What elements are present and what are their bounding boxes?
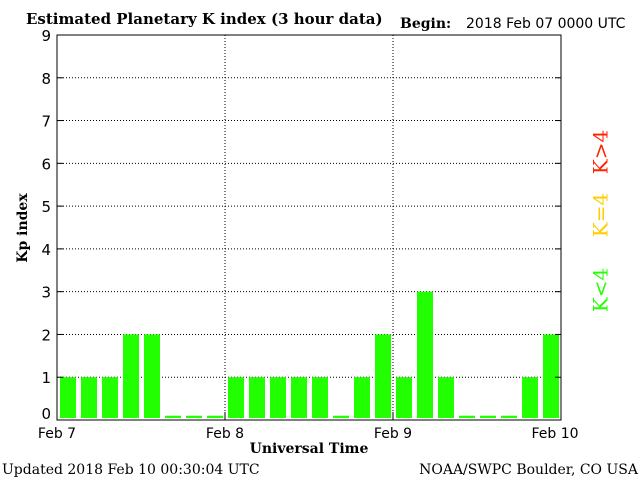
y-tick-label: 5 [41,198,51,216]
kp-bar [291,377,307,418]
kp-bar [144,334,160,418]
chart-title: Estimated Planetary K index (3 hour data… [26,10,383,28]
kp-bar [270,377,286,418]
kp-bar [417,291,433,418]
y-tick-label: 1 [41,369,51,387]
kp-bar [60,377,76,418]
y-tick-label: 0 [41,405,51,423]
y-tick-label: 7 [41,113,51,131]
x-tick-label: Feb 7 [38,426,76,442]
x-axis-ticks: Feb 7 Feb 8 Feb 9 Feb 10 [38,412,579,442]
begin-value: 2018 Feb 07 0000 UTC [466,16,626,32]
x-tick-label: Feb 10 [531,426,578,442]
kp-bar [102,377,118,418]
legend: K>4 K=4 K<4 [589,130,613,312]
kp-bar [207,415,223,418]
begin-label: Begin: [400,16,451,32]
kp-bar [186,415,202,418]
kp-bar [81,377,97,418]
kp-bar [501,415,517,418]
y-tick-label: 2 [41,326,51,344]
kp-bar [354,377,370,418]
kp-bar [543,334,559,418]
x-tick-label: Feb 8 [206,426,244,442]
credit-text: NOAA/SWPC Boulder, CO USA [419,462,639,478]
legend-item: K<4 [589,268,613,312]
kp-bar [396,377,412,418]
kp-bar [228,377,244,418]
kp-bar [480,415,496,418]
kp-bar [459,415,475,418]
kp-bar [375,334,391,418]
kp-bar [249,377,265,418]
x-axis-label: Universal Time [250,441,369,457]
kp-bar [438,377,454,418]
y-axis-ticks: 0 1 2 3 4 5 6 7 8 9 [41,27,561,423]
kp-bar [333,415,349,418]
y-tick-label: 4 [41,241,51,259]
y-tick-label: 8 [41,70,51,88]
updated-timestamp: Updated 2018 Feb 10 00:30:04 UTC [2,462,260,478]
legend-item: K>4 [589,130,613,174]
legend-item: K=4 [589,193,613,237]
y-tick-label: 6 [41,155,51,173]
kp-bar [165,415,181,418]
y-tick-label: 9 [41,27,51,45]
grid-lines [57,35,561,420]
kp-bar [123,334,139,418]
x-tick-label: Feb 9 [374,426,412,442]
kp-bar [522,377,538,418]
kp-bar [312,377,328,418]
bars [60,291,559,418]
plot-frame [56,34,562,421]
y-tick-label: 3 [41,284,51,302]
y-axis-label: Kp index [15,193,31,263]
